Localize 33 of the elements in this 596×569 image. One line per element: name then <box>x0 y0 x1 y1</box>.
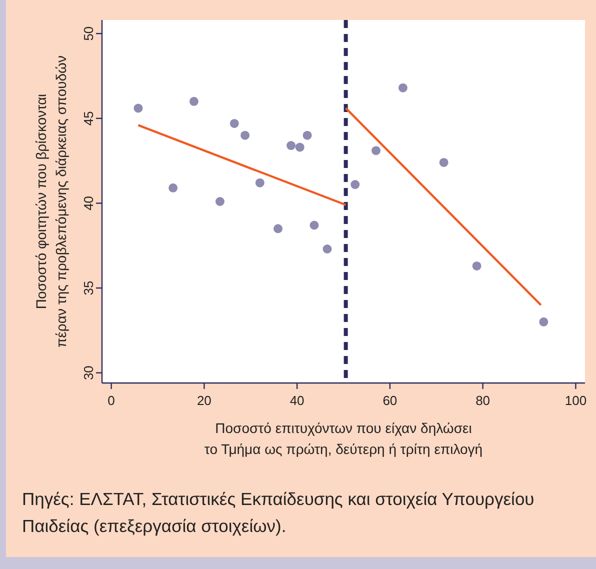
point <box>240 130 250 140</box>
y-axis-title: Ποσοστό φοιτητών που βρίσκονται πέραν της προβλεπόμενης διάρκειας σπουδών <box>33 56 69 348</box>
point <box>255 178 264 188</box>
point <box>398 83 408 92</box>
point <box>168 183 178 192</box>
point <box>274 224 283 234</box>
text: Πηγές: ΕΛΣΤΑΤ, Στατιστικές Εκπαίδευσης και στοιχεία Υπουργείου Παιδείας (επεξεργασία στοιχείων). <box>22 489 534 536</box>
y-tick-label: 50 <box>81 26 96 41</box>
point <box>230 118 239 128</box>
y-tick-label: 45 <box>81 111 96 126</box>
x-tick-label: 40 <box>290 393 304 408</box>
point <box>302 130 312 140</box>
point <box>350 180 360 190</box>
y-tick-label: 35 <box>81 280 96 296</box>
y-tick-label: 40 <box>81 196 96 210</box>
point <box>372 146 381 156</box>
x-axis-title: Ποσοστό επιτυχόντων που είχαν δηλώσει το Τμήμα ως πρώτη, δεύτερη ή τρίτη επιλογή <box>204 420 483 457</box>
point <box>295 142 304 152</box>
point <box>310 220 319 230</box>
y-tick-label: 30 <box>81 366 96 380</box>
point <box>189 96 198 106</box>
x-tick-label: 0 <box>108 393 115 408</box>
x-tick-label: 80 <box>476 393 490 408</box>
point <box>134 104 143 113</box>
point <box>322 244 332 254</box>
point <box>439 158 448 167</box>
point <box>286 141 296 150</box>
point <box>539 317 548 326</box>
point <box>215 197 224 206</box>
x-tick-label: 60 <box>382 393 398 408</box>
x-tick-label: 20 <box>196 393 212 408</box>
point <box>472 261 482 270</box>
x-tick-label: 100 <box>564 393 587 408</box>
